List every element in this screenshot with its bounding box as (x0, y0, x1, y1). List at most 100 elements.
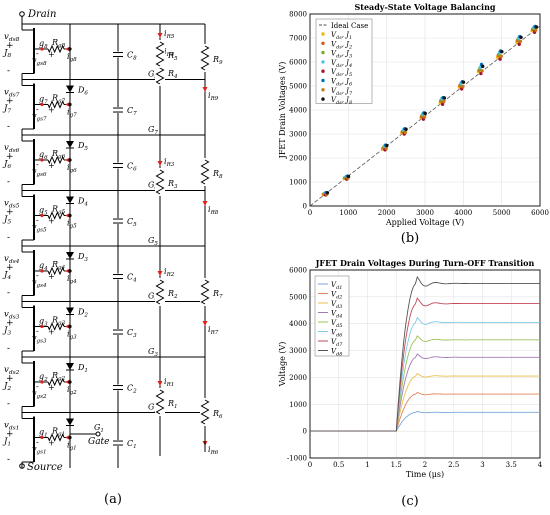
legend-label: Vd8 (331, 348, 342, 358)
ladder-current-label: iR2 (164, 267, 175, 278)
gate-resistor (47, 377, 65, 387)
vds-label: vds8 (4, 32, 20, 43)
minus-sign: - (7, 455, 10, 465)
gate-resistor (47, 211, 65, 220)
g1-label: G1 (94, 423, 104, 434)
jfet-label: J4 (2, 270, 11, 281)
gate-node-label: g4 (39, 261, 48, 272)
vgs-plus: + (48, 161, 55, 170)
vgs-plus: + (48, 272, 55, 281)
panel-label-c: (c) (401, 494, 418, 509)
node-label: G7 (148, 125, 158, 136)
chart-b-y-tick: 5000 (289, 83, 307, 91)
series-line-d8 (310, 275, 540, 432)
vds-label: vds1 (4, 421, 19, 432)
chart-b-ylabel: JFET Drain Voltages (V) (278, 62, 287, 160)
vgs-minus: - (36, 382, 39, 391)
junction-dot (68, 102, 72, 107)
gate-node-label: g6 (39, 150, 48, 161)
chart-b-frame (309, 13, 541, 207)
vgs-minus: - (36, 437, 39, 446)
chart-b-x-tick: 2000 (378, 209, 396, 217)
gate-resistor-label: Rg7 (51, 93, 66, 104)
source-label: Source (27, 462, 63, 473)
vgs-label: vgs3 (32, 333, 47, 344)
gate-resistor (47, 155, 65, 165)
junction-dot (68, 158, 72, 162)
legend-label: Vds, J3 (331, 50, 352, 60)
data-point-8 (461, 80, 466, 84)
junction-dot (68, 47, 72, 51)
vgs-label: vgs1 (32, 444, 47, 455)
diode-triangle (66, 307, 74, 315)
gate-node-dot (40, 324, 44, 329)
chart-b-x-tick: 3000 (416, 209, 434, 217)
data-point-8 (404, 127, 408, 131)
ladder-resistor (155, 389, 165, 415)
vgs-plus: + (48, 327, 55, 336)
vds-label: vds7 (4, 88, 20, 99)
legend-swatch (321, 60, 325, 64)
gate-node-label: g2 (39, 372, 48, 383)
gate-terminal (95, 431, 101, 437)
chart-c-x-tick: 4 (538, 461, 543, 469)
right-current-arrow (202, 201, 208, 206)
gate-resistor-label: Rg1 (51, 426, 65, 437)
legend-label: Vd7 (331, 338, 343, 348)
cap-label: C2 (127, 384, 137, 395)
gate-node-dot (40, 380, 44, 384)
gate-node-label: g3 (39, 316, 48, 327)
chart-b-x-tick: 1000 (339, 209, 357, 217)
cap-label: C3 (127, 328, 137, 339)
legend-label: Vd1 (331, 281, 342, 291)
gate-node-dot (40, 102, 44, 107)
junction-dot (68, 213, 72, 218)
cap-gap (113, 329, 123, 336)
right-resistor (200, 399, 210, 425)
ladder-current-label: iR1 (164, 377, 174, 388)
right-resistor-label: R9 (212, 55, 223, 66)
cap-gap (113, 107, 123, 114)
diode-triangle (66, 85, 74, 93)
vgs-plus: + (48, 383, 55, 392)
legend-label: Vd4 (331, 310, 342, 320)
legend-label: Vds, J5 (331, 68, 352, 78)
cap-gap (113, 384, 123, 391)
chart-c-y-tick: 6000 (289, 267, 307, 275)
plus-sign: + (6, 208, 14, 218)
cap-label: C5 (127, 217, 137, 228)
plus-sign: + (6, 97, 14, 107)
diode-triangle (66, 251, 74, 259)
vds-label: vds6 (4, 143, 20, 154)
chart-b-y-tick: 3000 (289, 131, 307, 139)
data-point-7 (461, 84, 465, 89)
vgs-minus: - (36, 160, 39, 169)
gate-resistor-label: Rg3 (51, 315, 66, 326)
plus-sign: + (6, 430, 14, 440)
jfet-label: J8 (2, 48, 11, 59)
gate-resistor (47, 433, 65, 442)
ladder-current-label: iR4 (164, 47, 175, 58)
gate-current-label: ig8 (67, 52, 77, 63)
chart-b-y-tick: 0 (303, 203, 307, 211)
ladder-resistor (155, 41, 165, 67)
legend-label: Vds, J6 (331, 78, 353, 88)
right-current-arrow (202, 87, 208, 92)
vgs-label: vgs6 (32, 167, 47, 178)
data-point-8 (423, 111, 427, 116)
node-label: G5 (148, 236, 158, 247)
data-point-7 (518, 39, 523, 44)
minus-sign: - (7, 122, 10, 132)
cap-gap (113, 51, 123, 58)
ladder-resistor (155, 279, 165, 305)
legend-label: Vds, J4 (331, 59, 352, 69)
data-point-5 (498, 57, 502, 61)
gate-resistor (47, 100, 65, 109)
gate-current-label: ig7 (67, 107, 77, 118)
chart-c-x-tick: 3.5 (506, 461, 517, 469)
data-point-8 (325, 191, 330, 195)
chart-turn-off: 0 0.5 1 1.5 2 2.5 3 3.5 4-1000010002000300040005… (278, 258, 543, 479)
cap-gap (113, 218, 123, 225)
chart-c-x-tick: 3 (480, 461, 484, 469)
legend-label: Vds, J2 (331, 40, 352, 50)
